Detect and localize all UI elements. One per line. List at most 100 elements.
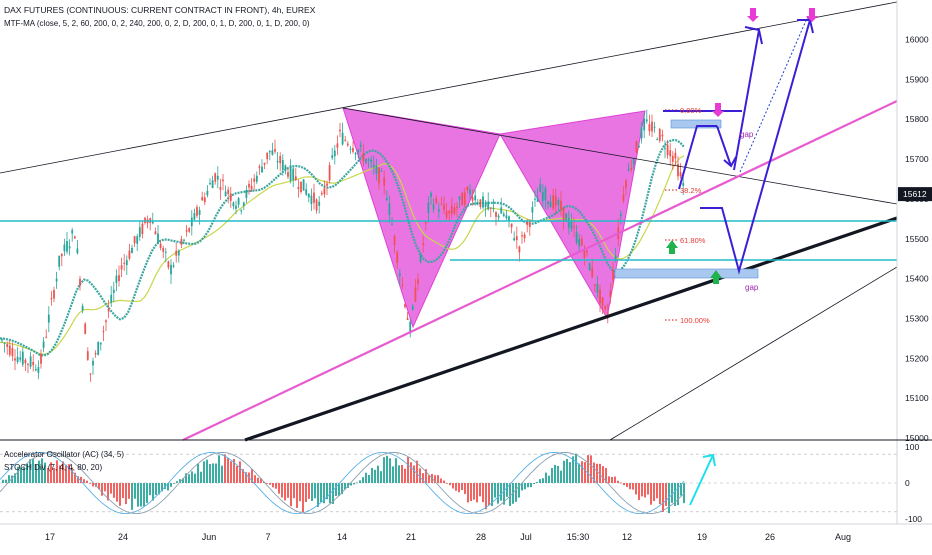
candle-body [450,205,453,215]
oscillator-bar [47,468,49,483]
candle-body [411,306,414,310]
candle-body [94,352,97,355]
oscillator-bar [389,458,391,483]
oscillator-bar [323,483,325,504]
candle-body [310,195,313,205]
oscillator-bar [269,483,271,485]
candle-body [170,264,172,275]
harmonic-pattern-triangle [499,110,646,320]
oscillator-bar [254,475,256,483]
oscillator-bar [503,483,505,505]
candle-body [229,193,232,201]
candle-body [255,175,258,182]
green-up-arrow [666,240,678,248]
candle-body [596,284,599,293]
candle-body [406,317,409,320]
candle-body [557,200,560,206]
candle-body [284,165,287,170]
oscillator-bar [158,483,160,495]
oscillator-bar [494,483,496,498]
candle-body [305,189,308,195]
oscillator-bar [623,483,625,486]
candle-body [133,236,136,244]
magenta-marker [715,103,721,111]
candle-body [422,243,425,245]
oscillator-bar [17,466,19,483]
oscillator-bar [89,483,91,484]
magenta-marker-arrow [747,16,759,22]
oscillator-bar [110,483,112,494]
candle-body [549,201,552,208]
candle-body [177,250,180,256]
candle-body [79,278,81,286]
candle-body [333,150,336,157]
oscillator-bar [188,474,190,483]
oscillator-bar [593,462,595,483]
candle-body [614,255,617,260]
y-tick-label: 15000 [905,433,929,443]
candle-body [300,181,302,193]
oscillator-bar [74,472,76,483]
candle-body [32,361,35,366]
forecast-leg-3 [733,29,760,171]
oscillator-bar [29,459,31,483]
candle-body [258,166,261,168]
oscillator-bar [137,483,139,507]
candle-body [593,284,596,286]
oscillator-bar [281,483,283,498]
oscillator-bar [182,478,184,483]
candle-body [456,206,458,208]
oscillator-bar [53,467,55,483]
oscillator-bar [509,483,511,506]
oscillator-bar [242,469,244,483]
oscillator-bar [464,483,466,495]
candle-body [536,197,539,202]
candle-body [206,190,209,196]
oscillator-bar [572,456,574,483]
candle-body [175,250,178,256]
oscillator-bar [98,483,100,490]
candle-body [372,164,375,168]
oscillator-bar [293,483,295,499]
candle-body [164,251,167,253]
candle-body [211,180,214,189]
oscillator-bar [116,483,118,502]
candle-body [463,192,466,205]
oscillator-bar [377,465,379,483]
candle-body [482,196,484,208]
candle-body [73,236,76,239]
oscillator-bar [338,483,340,496]
candle-body [326,183,328,186]
harmonic-pattern-triangle [342,107,501,329]
magenta-marker [750,8,756,16]
candle-body [359,144,362,147]
candle-body [541,191,544,202]
oscillator-bar [197,463,199,483]
upper-channel-line [0,1,898,174]
candle-body [627,168,630,171]
candle-body [118,275,120,281]
candle-body [638,146,640,148]
candle-body [487,201,490,210]
oscillator-bar [215,463,217,483]
candle-body [120,265,123,270]
candle-body [297,187,300,190]
candle-body [578,239,581,247]
candle-body [344,139,347,141]
osc-tick-label: -100 [905,514,922,524]
candle-body [651,121,653,132]
candle-body [664,148,666,150]
candle-body [656,139,659,141]
oscillator-bar [218,455,220,483]
candle-body [107,308,110,312]
oscillator-bar [419,468,421,483]
candle-body [268,150,271,153]
oscillator-bar [596,463,598,483]
fib-label: 0.00% [680,106,702,115]
candle-body [677,163,679,177]
oscillator-bar [527,483,529,488]
candle-body [378,167,380,184]
oscillator-bar [59,465,61,483]
candle-body [141,223,144,235]
oscillator-bar [122,483,124,499]
